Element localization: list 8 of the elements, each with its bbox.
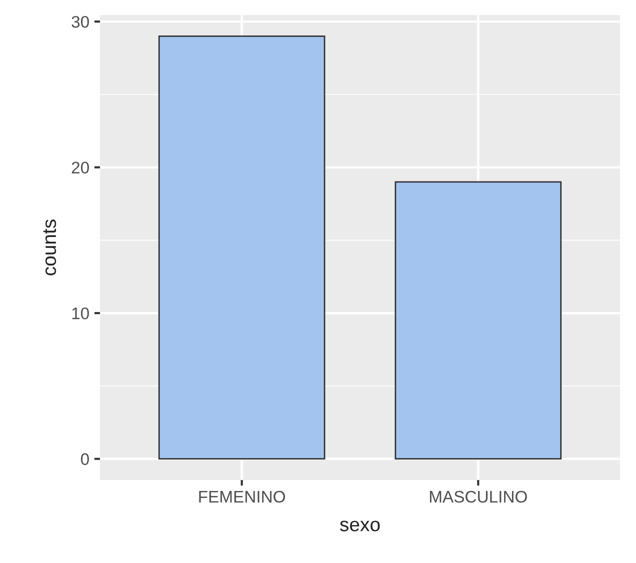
- x-tick-label: FEMENINO: [199, 490, 286, 503]
- x-axis-title: sexo: [340, 520, 380, 532]
- y-tick-label: 10: [72, 307, 89, 320]
- y-tick-label: 30: [72, 16, 89, 28]
- y-tick-label: 0: [80, 453, 89, 466]
- y-axis-title: counts: [43, 220, 56, 276]
- y-tick-label: 20: [72, 162, 89, 174]
- x-tick-label: MASCULINO: [430, 490, 527, 503]
